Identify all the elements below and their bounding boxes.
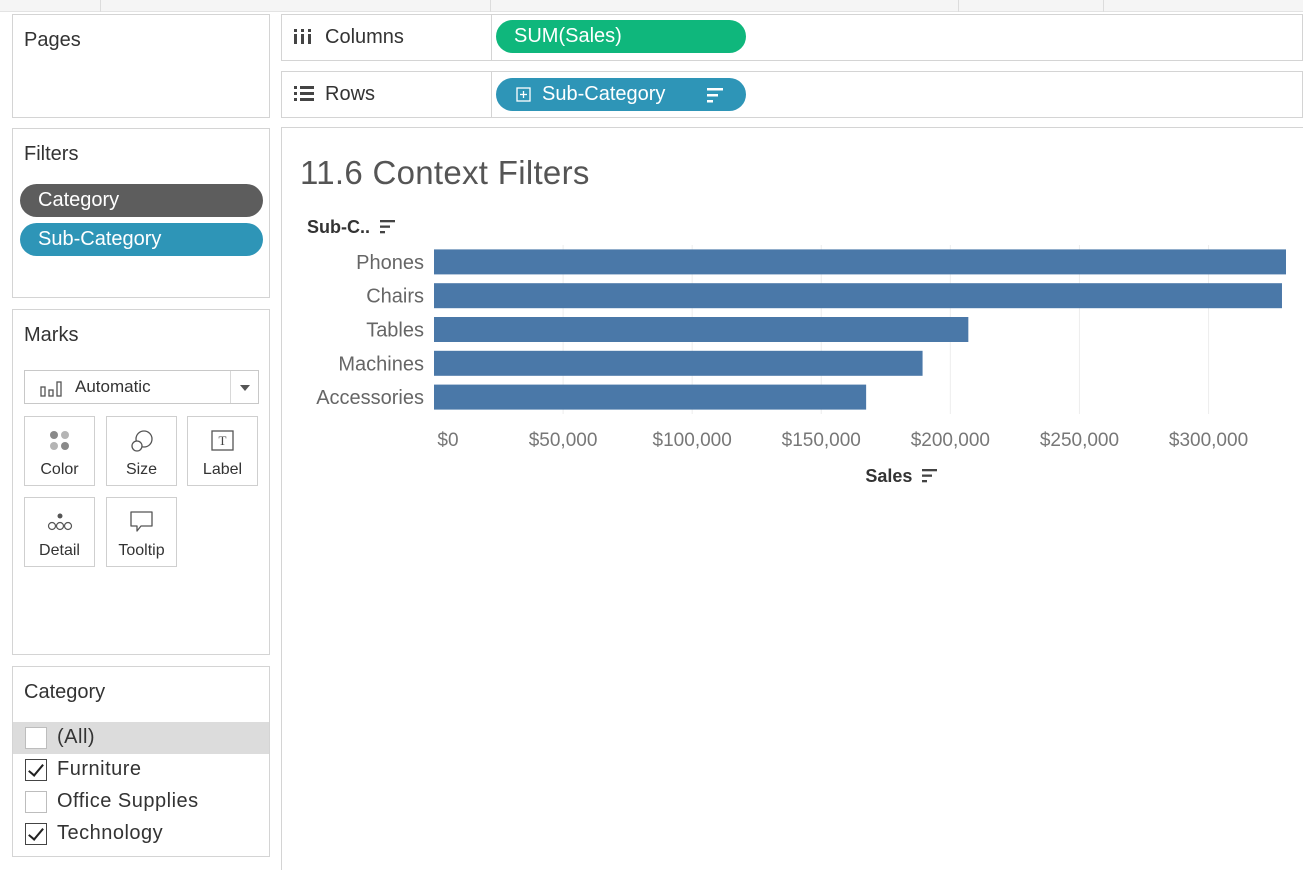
category-filter-title: Category [24,681,106,703]
filter-option-all[interactable]: (All) [13,722,269,754]
chevron-down-icon[interactable] [230,371,258,403]
tooltip-icon [129,511,153,532]
category-label[interactable]: Chairs [366,286,424,308]
strip-divider [958,0,959,12]
category-label[interactable]: Machines [338,353,424,375]
x-tick-label: $100,000 [653,430,732,451]
strip-divider [490,0,491,12]
size-label: Size [125,461,158,478]
filter-option-label: (All) [57,726,96,748]
filter-pill-category[interactable]: Category [20,184,263,217]
filter-option-office-supplies[interactable]: Office Supplies [13,786,269,818]
color-label: Color [40,461,79,478]
marks-card: Marks Automatic Color Size T Label [12,309,270,655]
detail-label: Detail [39,542,80,559]
columns-shelf[interactable]: Columns SUM(Sales) [281,14,1303,61]
rows-pill-label: Sub-Category [542,83,666,105]
x-tick-label: $150,000 [782,430,861,451]
sort-descending-icon[interactable] [706,86,726,104]
x-axis-title-label: Sales [865,466,913,486]
x-tick-label: $0 [437,430,458,451]
checkbox[interactable] [25,727,47,749]
filter-pill-sub-category[interactable]: Sub-Category [20,223,263,256]
tooltip-label: Tooltip [118,542,165,559]
sort-descending-icon[interactable] [921,468,939,484]
color-button[interactable]: Color [24,416,95,486]
checkbox[interactable] [25,759,47,781]
bar-phones[interactable] [434,249,1286,275]
checkbox[interactable] [25,791,47,813]
bar-chairs[interactable] [434,283,1282,309]
rows-shelf[interactable]: Rows Sub-Category [281,71,1303,118]
rows-shelf-label: Rows [282,72,492,117]
strip-divider [100,0,101,12]
strip-divider [1103,0,1104,12]
row-header[interactable]: Sub-C.. [307,217,396,238]
category-label[interactable]: Phones [356,252,424,274]
columns-label: Columns [325,26,404,48]
expand-plus-icon[interactable] [516,87,532,103]
filters-title: Filters [24,143,79,165]
row-header-label: Sub-C.. [307,217,370,237]
columns-pill-sum-sales[interactable]: SUM(Sales) [496,20,746,53]
pages-title: Pages [24,29,81,51]
label-icon: T [210,430,234,451]
worksheet-view: 11.6 Context Filters Sub-C.. Phones Chair… [281,127,1303,870]
x-axis-title[interactable]: Sales [865,466,938,487]
bar-chart: Phones Chairs Tables Machines Accessories $0 $… [316,245,1286,451]
label-label: Label [202,461,243,478]
bar-accessories[interactable] [434,384,867,410]
color-icon [49,431,69,450]
rows-icon [294,86,314,101]
category-label[interactable]: Accessories [316,387,424,409]
mark-type-dropdown[interactable]: Automatic [24,370,259,404]
size-icon [130,430,153,452]
columns-shelf-label: Columns [282,15,492,60]
detail-icon [47,513,72,531]
mark-type-label: Automatic [75,377,151,396]
category-label[interactable]: Tables [366,320,424,342]
filter-option-label: Technology [57,822,164,844]
rows-label: Rows [325,83,376,105]
x-tick-label: $50,000 [529,430,598,451]
filter-option-furniture[interactable]: Furniture [13,754,269,786]
category-quick-filter: Category (All) Furniture Office Supplies… [12,666,270,857]
columns-icon [294,29,311,44]
label-button[interactable]: T Label [187,416,258,486]
checkbox[interactable] [25,823,47,845]
top-toolbar-strip [0,0,1303,12]
filter-option-label: Office Supplies [57,790,199,812]
filters-shelf[interactable]: Filters Category Sub-Category [12,128,270,298]
x-tick-label: $300,000 [1169,430,1248,451]
bar-tables[interactable] [434,317,969,342]
tooltip-button[interactable]: Tooltip [106,497,177,567]
detail-button[interactable]: Detail [24,497,95,567]
bar-machines[interactable] [434,350,923,376]
bar-chart-icon [40,381,62,397]
worksheet-title: 11.6 Context Filters [300,154,590,191]
sort-descending-icon[interactable] [379,219,397,235]
rows-pill-sub-category[interactable]: Sub-Category [496,78,746,111]
filter-option-label: Furniture [57,758,142,780]
marks-title: Marks [24,324,79,346]
pages-shelf[interactable]: Pages [12,14,270,118]
svg-text:T: T [218,433,226,448]
x-tick-label: $250,000 [1040,430,1119,451]
size-button[interactable]: Size [106,416,177,486]
x-tick-label: $200,000 [911,430,990,451]
filter-option-technology[interactable]: Technology [13,818,269,850]
